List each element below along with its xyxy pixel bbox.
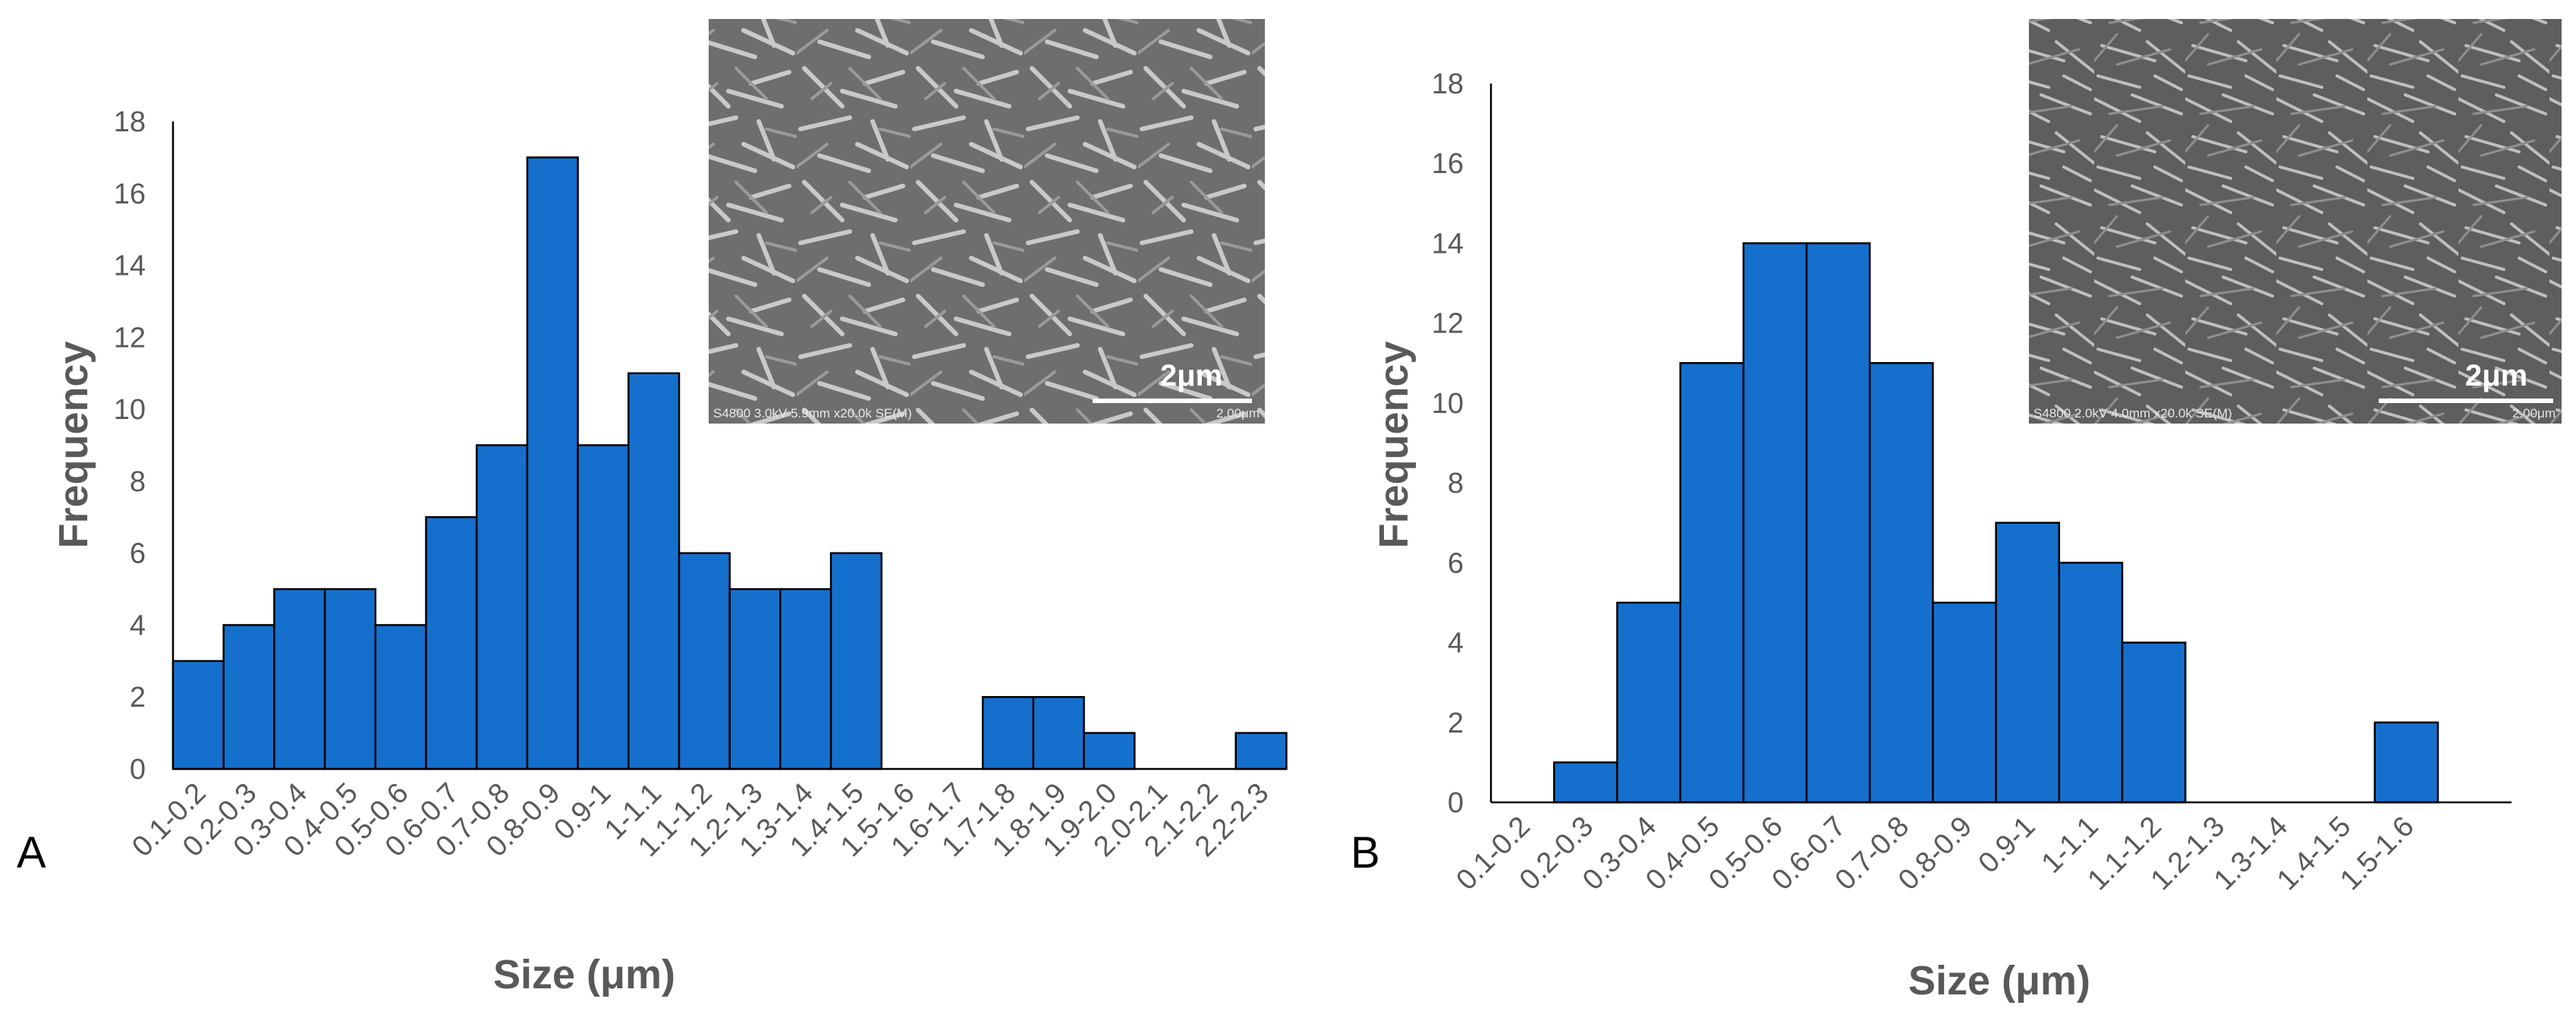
bar-a-0.4-0.5 (323, 588, 377, 770)
scale-label-b: 2μm (2465, 359, 2527, 392)
chart-b-bars (1552, 242, 2439, 804)
bar-a-2.2-2.3 (1235, 732, 1288, 770)
chart-a-x-ticks: 0.1-0.20.2-0.30.3-0.40.4-0.50.5-0.60.6-0… (126, 777, 1275, 863)
panel-label-b: B (1351, 828, 1380, 877)
sem-image-b (2029, 19, 2562, 424)
ytick-b-0: 0 (1448, 787, 1464, 819)
scale-bar-a (1093, 399, 1252, 403)
scale-label-a: 2μm (1160, 359, 1222, 392)
ytick-a-4: 4 (130, 610, 146, 641)
bar-b-0.5-0.6 (1742, 242, 1808, 804)
chart-b-y-ticks: 0 2 4 6 8 10 12 14 16 18 (1432, 68, 1464, 819)
ytick-a-14: 14 (114, 250, 146, 282)
chart-a: 0 2 4 6 8 10 12 14 16 18 0.1-0.20.2-0.30.3-0.40.4… (17, 19, 1288, 997)
bar-a-1.2-1.3 (728, 588, 782, 770)
bar-a-1-1.1 (627, 372, 681, 770)
bar-a-0.2-0.3 (222, 624, 275, 770)
ytick-b-16: 16 (1432, 148, 1464, 180)
ytick-b-8: 8 (1448, 468, 1464, 499)
bar-a-0.6-0.7 (425, 516, 478, 770)
bar-a-1.1-1.2 (678, 552, 731, 770)
ytick-b-2: 2 (1448, 707, 1464, 739)
panel-label-a: A (17, 828, 46, 877)
bar-a-1.8-1.9 (1032, 695, 1085, 770)
ytick-a-12: 12 (114, 322, 146, 354)
chart-a-y-ticks: 0 2 4 6 8 10 12 14 16 18 (114, 106, 146, 786)
bar-b-0.2-0.3 (1552, 761, 1618, 804)
sem-inset-b: 2μm S4800 2.0kV 4.0mm x20.0k SE(M) 2.00μ… (2029, 19, 2562, 424)
sem-meta-right-b: 2.00μm (2512, 406, 2556, 421)
bar-b-0.6-0.7 (1805, 242, 1871, 804)
bar-b-1.1-1.2 (2121, 641, 2187, 804)
sem-meta-b: S4800 2.0kV 4.0mm x20.0k SE(M) (2033, 406, 2232, 421)
xtick-a-0.9-1: 0.9-1 (548, 777, 617, 846)
ytick-b-14: 14 (1432, 228, 1464, 260)
chart-a-bars (171, 156, 1288, 770)
bar-a-0.5-0.6 (374, 624, 427, 770)
chart-b-xlabel: Size (μm) (1908, 958, 2090, 1004)
sem-meta-a: S4800 3.0kV 5.9mm x20.0k SE(M) (713, 406, 912, 421)
ytick-a-6: 6 (130, 538, 146, 570)
bar-b-0.4-0.5 (1679, 362, 1745, 804)
chart-b-x-ticks: 0.1-0.20.2-0.30.3-0.40.4-0.50.5-0.60.6-0… (1451, 811, 2420, 896)
ytick-b-4: 4 (1448, 628, 1464, 660)
bar-a-0.7-0.8 (475, 444, 529, 770)
ytick-a-10: 10 (114, 394, 146, 426)
bar-a-1.7-1.8 (981, 695, 1035, 770)
sem-inset-a: 2μm S4800 3.0kV 5.9mm x20.0k SE(M) 2.00μ… (709, 19, 1265, 424)
ytick-a-0: 0 (130, 754, 146, 786)
bar-b-0.9-1 (1995, 521, 2061, 804)
bar-a-0.1-0.2 (171, 660, 225, 770)
chart-b-ylabel: Frequency (1371, 341, 1417, 548)
ytick-b-10: 10 (1432, 388, 1464, 420)
bar-b-0.3-0.4 (1616, 601, 1681, 804)
chart-a-xlabel: Size (μm) (493, 952, 675, 997)
ytick-b-6: 6 (1448, 547, 1464, 579)
bar-a-0.8-0.9 (526, 156, 579, 770)
bar-a-1.3-1.4 (779, 588, 832, 770)
scale-bar-b (2379, 399, 2553, 403)
ytick-a-18: 18 (114, 106, 146, 138)
ytick-b-12: 12 (1432, 308, 1464, 340)
bar-b-1.5-1.6 (2373, 721, 2439, 804)
bar-b-0.7-0.8 (1868, 362, 1934, 804)
chart-b: 0 2 4 6 8 10 12 14 16 18 0.1-0.20.2-0.30.3-0.40.4… (1351, 19, 2562, 1004)
ytick-a-2: 2 (130, 682, 146, 714)
chart-a-ylabel: Frequency (51, 341, 96, 548)
bar-a-1.4-1.5 (829, 552, 883, 770)
bar-b-1-1.1 (2058, 562, 2124, 804)
bar-a-0.3-0.4 (273, 588, 326, 770)
sem-image-a (709, 19, 1265, 424)
ytick-a-8: 8 (130, 466, 146, 498)
ytick-a-16: 16 (114, 178, 146, 210)
bar-b-0.8-0.9 (1932, 601, 1997, 804)
sem-meta-right-a: 2.00μm (1216, 406, 1260, 421)
xtick-b-0.9-1: 0.9-1 (1973, 811, 2042, 880)
bar-a-0.9-1 (577, 444, 630, 770)
ytick-b-18: 18 (1432, 68, 1464, 100)
bar-a-1.9-2.0 (1083, 732, 1136, 770)
